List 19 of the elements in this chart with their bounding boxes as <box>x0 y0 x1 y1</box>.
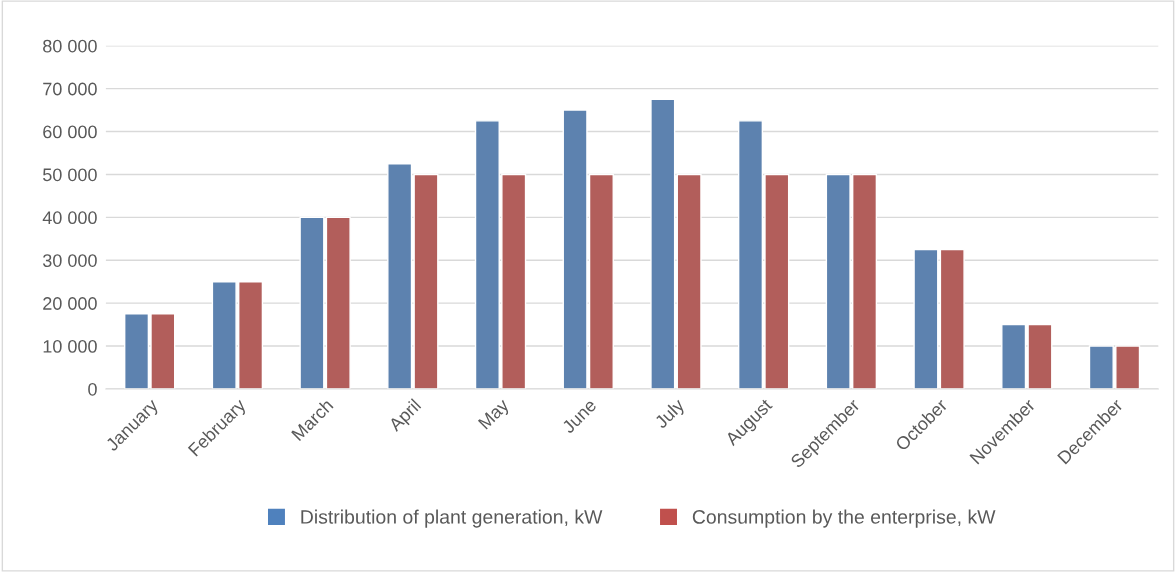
legend-label: Distribution of plant generation, kW <box>301 509 603 528</box>
y-tick-label: 50 000 <box>43 168 97 182</box>
y-tick-label: 30 000 <box>42 254 97 267</box>
bar <box>650 98 676 389</box>
bar <box>325 216 351 389</box>
bar <box>939 248 965 389</box>
y-tick-label: 80 000 <box>43 39 97 53</box>
y-tick-label: 0 <box>88 382 97 396</box>
y-tick-label: 70 000 <box>43 82 97 96</box>
y-tick-label: 40 000 <box>42 211 97 225</box>
x-tick-label: July <box>653 397 688 432</box>
bar <box>913 248 939 389</box>
y-tick-label: 20 000 <box>43 297 97 310</box>
bar <box>676 173 702 389</box>
y-tick-label: 60 000 <box>43 125 97 139</box>
legend-label: Consumption by the enterprise, kW <box>692 509 996 528</box>
bar <box>299 216 325 389</box>
x-tick-label: May <box>477 397 513 433</box>
y-tick-label: 10 000 <box>43 339 97 353</box>
